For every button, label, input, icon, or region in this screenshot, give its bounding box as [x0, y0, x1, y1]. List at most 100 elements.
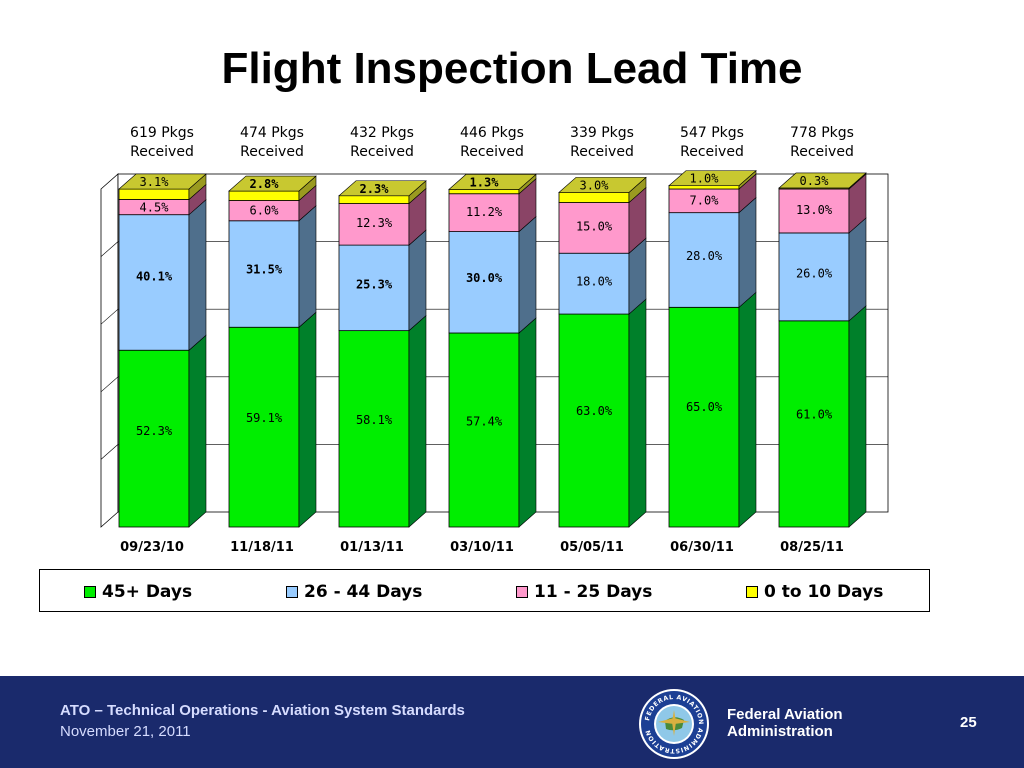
- bar-segment-side: [408, 314, 427, 528]
- data-label: 3.1%: [140, 175, 170, 189]
- bar-segment: [558, 313, 630, 528]
- bar-segment: [228, 220, 300, 328]
- legend-swatch-45-plus-days: [84, 586, 96, 598]
- bar-segment-side: [848, 217, 867, 322]
- package-count-label: 778 Pkgs: [790, 125, 854, 141]
- faa-seal-logo: FEDERAL AVIATION ADMINISTRATION: [639, 689, 709, 759]
- bar-top-face: [668, 170, 757, 186]
- agency-line-2: Administration: [727, 723, 833, 740]
- data-label: 7.0%: [690, 194, 720, 208]
- data-label: 6.0%: [250, 204, 280, 218]
- bar-segment: [118, 214, 190, 351]
- data-label: 3.0%: [580, 178, 610, 192]
- data-label: 57.4%: [466, 414, 503, 428]
- x-tick-label: 09/23/10: [120, 540, 184, 555]
- data-label: 59.1%: [246, 411, 283, 425]
- bar-top-face: [778, 172, 867, 189]
- bar-segment-side: [738, 196, 757, 308]
- legend-swatch-0-10-days: [746, 586, 758, 598]
- bar-segment-side: [518, 215, 537, 334]
- bar-segment: [558, 191, 630, 203]
- package-received-label: Received: [350, 144, 414, 160]
- package-count-label: 547 Pkgs: [680, 125, 744, 141]
- data-label: 1.3%: [470, 175, 500, 189]
- package-received-label: Received: [680, 144, 744, 160]
- bar-segment: [778, 232, 850, 322]
- chart-side-wall: [100, 173, 119, 528]
- data-label: 4.5%: [140, 200, 170, 214]
- gridline-side: [100, 444, 119, 460]
- data-label: 26.0%: [796, 266, 833, 280]
- data-label: 25.3%: [356, 278, 393, 292]
- bar-segment-side: [188, 199, 207, 351]
- bar-segment: [668, 185, 740, 190]
- package-received-label: Received: [130, 144, 194, 160]
- package-count-label: 474 Pkgs: [240, 125, 304, 141]
- data-label: 65.0%: [686, 400, 723, 414]
- data-label: 2.8%: [250, 177, 280, 191]
- data-label: 11.2%: [466, 205, 503, 219]
- data-label: 40.1%: [136, 270, 173, 284]
- bar-segment-side: [188, 334, 207, 528]
- package-received-label: Received: [570, 144, 634, 160]
- package-count-label: 432 Pkgs: [350, 125, 414, 141]
- package-count-label: 339 Pkgs: [570, 125, 634, 141]
- bar-segment-side: [628, 298, 647, 528]
- bar-segment: [668, 212, 740, 308]
- agency-line-1: Federal Aviation: [727, 706, 843, 723]
- bar-segment-side: [518, 317, 537, 528]
- page-number: 25: [960, 714, 977, 731]
- stacked-bar-chart: 52.3% 40.1% 4.5% 3.1% 09/23/10 619 Pkgs Receiv…: [100, 125, 889, 555]
- bar-top-face: [558, 177, 647, 193]
- slide-footer: ATO – Technical Operations - Aviation Sy…: [0, 676, 1024, 768]
- legend-item-0-10-days: 0 to 10 Days: [746, 582, 883, 602]
- legend-label-45-plus-days: 45+ Days: [102, 582, 193, 602]
- data-label: 30.0%: [466, 271, 503, 285]
- legend-swatch-11-25-days: [516, 586, 528, 598]
- legend-item-11-25-days: 11 - 25 Days: [516, 582, 652, 602]
- slide-title: Flight Inspection Lead Time: [221, 44, 803, 93]
- bar-segment-side: [738, 291, 757, 528]
- bar-top-face: [228, 175, 317, 192]
- bar-top-face: [118, 173, 207, 190]
- data-label: 15.0%: [576, 219, 613, 233]
- x-tick-label: 03/10/11: [450, 540, 514, 555]
- bar-segment: [338, 330, 410, 528]
- data-label: 28.0%: [686, 249, 723, 263]
- gridline-side: [100, 241, 119, 257]
- package-received-label: Received: [460, 144, 524, 160]
- bar-segment: [558, 252, 630, 315]
- bar-top-face: [448, 174, 537, 190]
- bar-segment: [118, 188, 190, 200]
- bar-segment-side: [408, 229, 427, 332]
- x-tick-label: 05/05/11: [560, 540, 624, 555]
- x-tick-label: 08/25/11: [780, 540, 844, 555]
- bar-segment: [118, 349, 190, 528]
- legend-label-0-10-days: 0 to 10 Days: [764, 582, 884, 602]
- bar-segment: [668, 306, 740, 528]
- data-label: 18.0%: [576, 275, 613, 289]
- legend-swatch-26-44-days: [286, 586, 298, 598]
- bar-segment: [448, 332, 520, 528]
- bar-segment: [228, 190, 300, 201]
- data-label: 1.0%: [690, 172, 720, 186]
- data-label: 13.0%: [796, 203, 833, 217]
- bar-segment: [778, 188, 850, 234]
- package-count-label: 619 Pkgs: [130, 125, 194, 141]
- chart-legend: 45+ Days 26 - 44 Days 11 - 25 Days 0 to …: [39, 569, 930, 612]
- x-tick-label: 11/18/11: [230, 540, 294, 555]
- package-received-label: Received: [240, 144, 304, 160]
- bar-segment: [448, 231, 520, 334]
- bar-segment: [778, 320, 850, 528]
- bar-segment: [448, 188, 520, 195]
- bar-top-face: [338, 180, 427, 197]
- package-received-label: Received: [790, 144, 854, 160]
- data-label: 61.0%: [796, 408, 833, 422]
- x-tick-label: 06/30/11: [670, 540, 734, 555]
- bar-segment: [338, 195, 410, 204]
- footer-agency: Federal Aviation Administration: [727, 706, 843, 740]
- legend-label-26-44-days: 26 - 44 Days: [304, 582, 423, 602]
- gridline-side: [100, 376, 119, 393]
- data-label: 2.3%: [360, 182, 390, 196]
- x-tick-label: 01/13/11: [340, 540, 404, 555]
